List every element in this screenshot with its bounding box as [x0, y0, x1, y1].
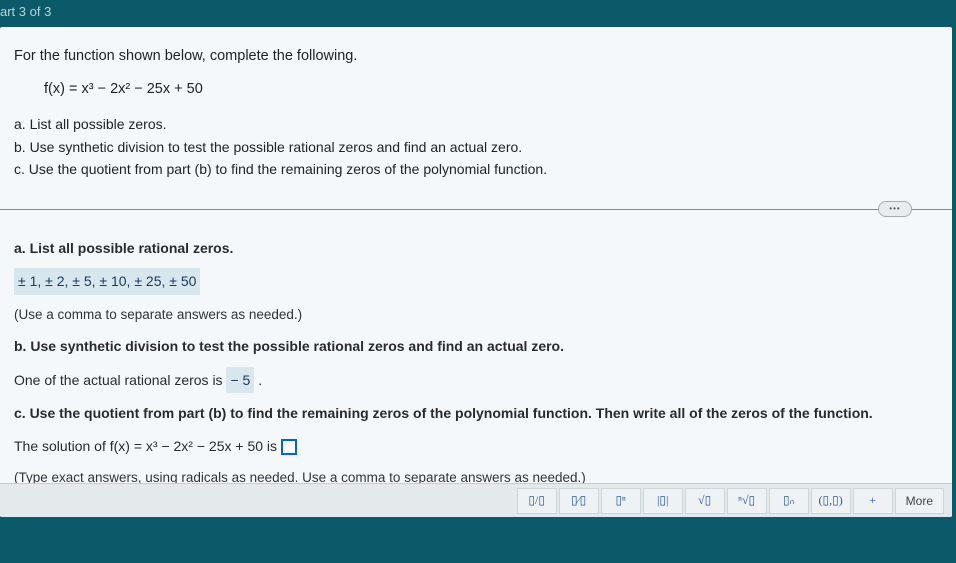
function-formula: f(x) = x³ − 2x² − 25x + 50: [44, 78, 932, 101]
tool-subscript[interactable]: ▯ₙ: [769, 488, 809, 514]
content-panel: For the function shown below, complete t…: [0, 27, 952, 517]
section-divider: •••: [0, 209, 952, 210]
problem-intro: For the function shown below, complete t…: [14, 45, 932, 68]
answer-b-result: One of the actual rational zeros is − 5 …: [14, 367, 932, 394]
answer-b-prompt: b. Use synthetic division to test the po…: [14, 334, 932, 359]
sub-parts-list: a. List all possible zeros. b. Use synth…: [14, 113, 932, 180]
tool-more[interactable]: More: [895, 488, 944, 514]
part-c-text: c. Use the quotient from part (b) to fin…: [14, 158, 932, 180]
answer-c-solution: The solution of f(x) = x³ − 2x² − 25x + …: [14, 434, 932, 459]
tool-exponent[interactable]: ▯ⁿ: [601, 488, 641, 514]
tool-ordered-pair[interactable]: (▯,▯): [811, 488, 851, 514]
tool-sqrt[interactable]: √▯: [685, 488, 725, 514]
part-a-text: a. List all possible zeros.: [14, 113, 932, 135]
answer-c-prompt: c. Use the quotient from part (b) to fin…: [14, 401, 932, 426]
tool-plus[interactable]: +: [853, 488, 893, 514]
answer-section: a. List all possible rational zeros. ± 1…: [0, 214, 952, 508]
answer-a-prompt: a. List all possible rational zeros.: [14, 236, 932, 261]
question-section: For the function shown below, complete t…: [0, 27, 952, 193]
tool-mixed-fraction[interactable]: ▯⁄▯: [559, 488, 599, 514]
tool-fraction[interactable]: ▯/▯: [517, 488, 557, 514]
part-b-text: b. Use synthetic division to test the po…: [14, 136, 932, 158]
answer-a-hint: (Use a comma to separate answers as need…: [14, 303, 932, 327]
tool-absolute[interactable]: |▯|: [643, 488, 683, 514]
part-indicator: art 3 of 3: [0, 0, 956, 27]
math-toolbar: ▯/▯ ▯⁄▯ ▯ⁿ |▯| √▯ ⁿ√▯ ▯ₙ (▯,▯) + More: [0, 483, 952, 517]
answer-c-input[interactable]: [281, 439, 297, 455]
collapse-pill[interactable]: •••: [878, 201, 912, 217]
answer-b-value: − 5: [226, 367, 254, 394]
answer-a-value: ± 1, ± 2, ± 5, ± 10, ± 25, ± 50: [14, 268, 200, 295]
tool-nth-root[interactable]: ⁿ√▯: [727, 488, 767, 514]
